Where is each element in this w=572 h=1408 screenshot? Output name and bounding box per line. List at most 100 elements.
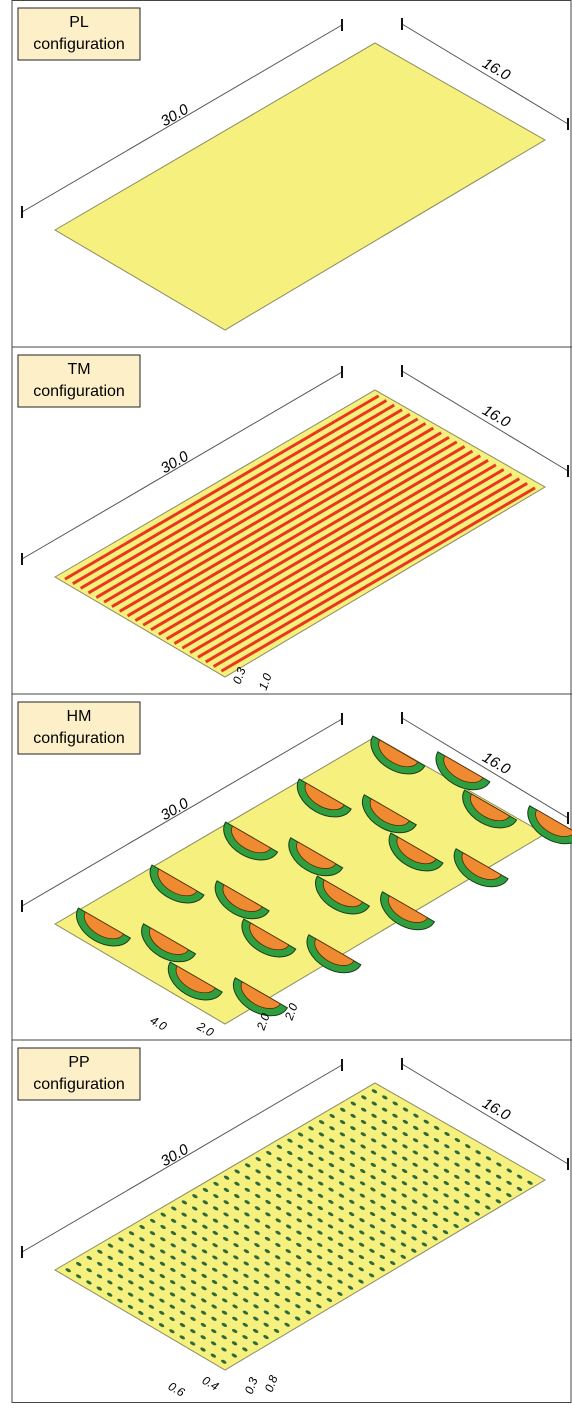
pin (297, 1132, 304, 1137)
pin (213, 1194, 219, 1199)
pin (275, 1193, 282, 1198)
pin (421, 1242, 428, 1247)
pin (348, 1236, 354, 1241)
pin (371, 1113, 377, 1118)
pin (390, 1224, 396, 1229)
pin (380, 1218, 386, 1223)
pin (276, 1181, 282, 1186)
pin (359, 1181, 366, 1186)
pin (307, 1163, 314, 1168)
pin (179, 1335, 185, 1340)
pin (212, 1255, 218, 1260)
pin (433, 1174, 439, 1180)
pin (380, 1193, 387, 1198)
pin (411, 1199, 418, 1204)
pin (191, 1230, 198, 1236)
pin (266, 1150, 272, 1156)
pin (360, 1132, 367, 1137)
pin (232, 1304, 238, 1309)
label-box (17, 701, 141, 755)
half-disc (453, 848, 509, 888)
pin (139, 1237, 145, 1242)
label-line: configuration (33, 730, 125, 747)
pin (295, 1304, 301, 1309)
pin (392, 1101, 398, 1106)
pin (400, 1230, 407, 1235)
pin (159, 1310, 165, 1315)
pin (202, 1224, 208, 1229)
dimension-line (21, 24, 343, 213)
pin (349, 1199, 355, 1204)
pin (252, 1341, 259, 1346)
pin (359, 1218, 365, 1223)
pin (221, 1347, 227, 1352)
pin (337, 1255, 344, 1260)
pin (338, 1205, 344, 1211)
half-disc (296, 778, 352, 818)
pin (423, 1119, 430, 1124)
pin (390, 1248, 396, 1253)
pin (464, 1180, 470, 1186)
pin (65, 1268, 71, 1273)
pin (307, 1175, 314, 1180)
pin (211, 1329, 217, 1334)
pin (454, 1150, 460, 1155)
pin (180, 1273, 186, 1279)
pin (412, 1187, 418, 1192)
pin (191, 1267, 197, 1272)
pin (159, 1249, 166, 1254)
pin (359, 1230, 365, 1235)
pin (369, 1248, 375, 1253)
pin (274, 1255, 281, 1260)
label-line: PL (69, 14, 89, 31)
pin (391, 1187, 397, 1192)
pin (222, 1237, 229, 1242)
pin (274, 1316, 280, 1321)
length-label: 30.0 (158, 101, 192, 131)
pin (423, 1132, 429, 1137)
pin (96, 1274, 103, 1279)
pin (474, 1199, 481, 1204)
pin (160, 1212, 166, 1217)
stripe (72, 399, 388, 586)
pin (360, 1144, 366, 1149)
pin (180, 1261, 187, 1266)
pin (391, 1138, 398, 1143)
pin (390, 1236, 396, 1241)
pin (350, 1113, 356, 1118)
pin (211, 1279, 218, 1285)
pin (254, 1218, 261, 1223)
length-label: 30.0 (158, 448, 192, 478)
pin (328, 1199, 334, 1204)
label-box (17, 7, 141, 61)
half-disc (233, 977, 288, 1017)
pin (202, 1187, 209, 1193)
pin (181, 1237, 187, 1242)
pin (138, 1261, 145, 1266)
pin (453, 1223, 459, 1229)
stripe (158, 449, 474, 636)
pin (360, 1156, 366, 1161)
pin (222, 1273, 228, 1278)
pin (392, 1126, 398, 1131)
pin (327, 1273, 333, 1278)
detail-dimension: 4.0 (148, 1013, 170, 1034)
length-label: 30.0 (158, 1141, 192, 1171)
pin (212, 1218, 219, 1223)
pin (296, 1242, 302, 1247)
dimension-line (401, 1063, 569, 1165)
pin (243, 1273, 249, 1278)
half-disc (223, 821, 279, 861)
pin (358, 1267, 364, 1272)
dimension-line (21, 1064, 343, 1253)
pin (286, 1212, 292, 1217)
pin (305, 1285, 312, 1290)
pin (242, 1322, 248, 1327)
pin (191, 1243, 197, 1248)
pin (527, 1180, 533, 1185)
pin (285, 1249, 291, 1254)
pin (432, 1211, 439, 1216)
pin (202, 1212, 208, 1217)
detail-dimension: 0.6 (166, 1379, 188, 1400)
